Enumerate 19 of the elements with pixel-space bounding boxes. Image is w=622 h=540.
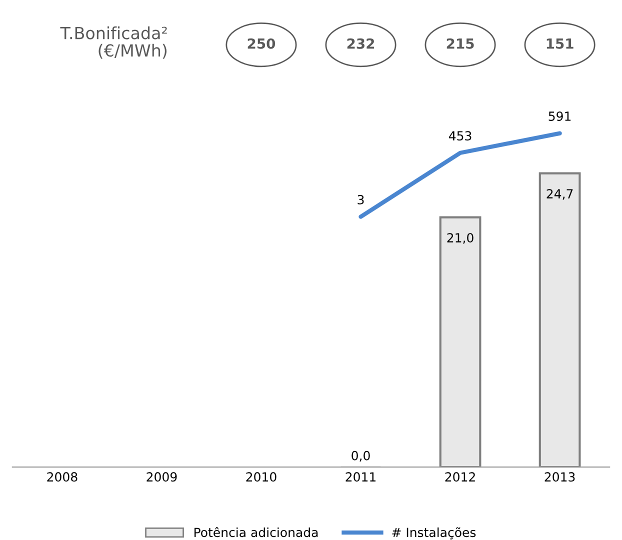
text: T.Bonificada² (€/MWh) <box>60 26 167 59</box>
legend-label: # Instalações <box>392 527 476 540</box>
x-tick-label: 2008 <box>47 472 78 482</box>
legend-label: Potência adicionada <box>194 526 318 538</box>
x-tick-label: 2013 <box>544 472 575 482</box>
data-label: 453 <box>448 131 472 141</box>
x-tick-label: 2011 <box>346 472 376 482</box>
data-label: 21,0 <box>447 233 474 244</box>
x-tick-label: 2010 <box>246 472 276 482</box>
data-label: 0,0 <box>352 450 370 462</box>
x-tick-label: 2012 <box>445 472 475 482</box>
data-label: 591 <box>548 112 571 121</box>
x-tick-label: 2009 <box>146 472 177 482</box>
text: 250 <box>248 38 276 49</box>
data-label: 3 <box>358 194 364 204</box>
text: 215 <box>446 38 474 49</box>
data-label: 24,7 <box>546 189 573 200</box>
text: 232 <box>347 38 374 49</box>
text: 151 <box>546 38 574 49</box>
